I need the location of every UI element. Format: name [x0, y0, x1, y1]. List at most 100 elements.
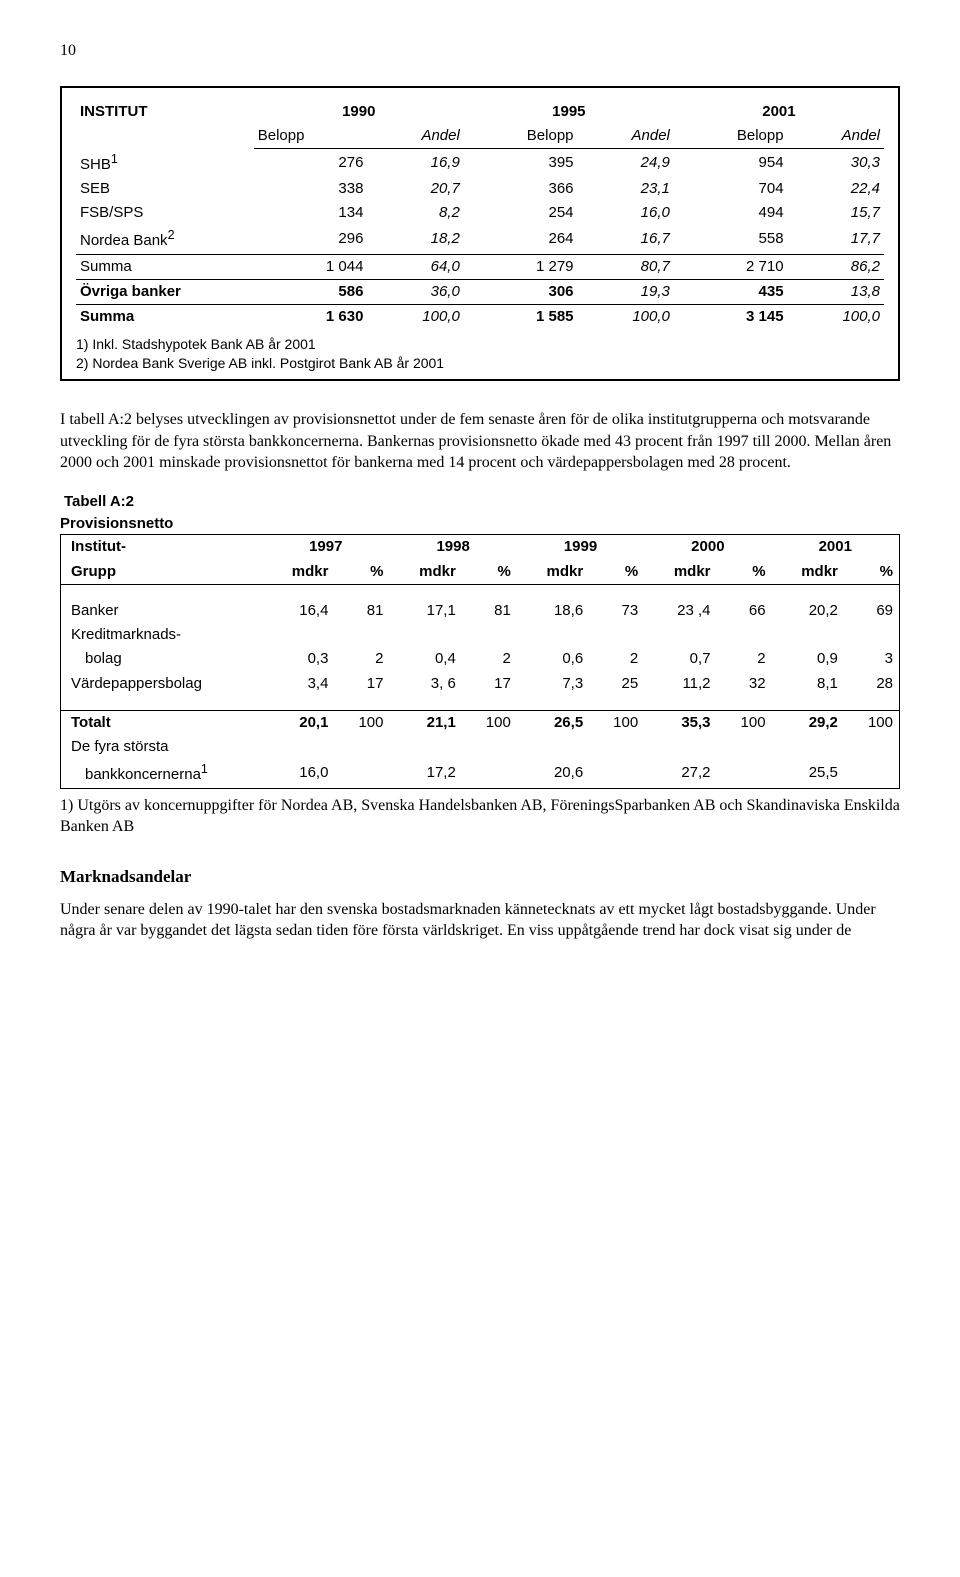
cell: 134	[254, 201, 368, 225]
cell: Nordea Bank	[80, 232, 168, 249]
cell: 26,5	[517, 710, 589, 735]
cell: 100	[334, 710, 389, 735]
table2-subtitle: Provisionsnetto	[60, 514, 900, 534]
cell: 16,9	[367, 149, 463, 177]
cell: 100	[844, 710, 899, 735]
cell: Summa	[76, 254, 254, 279]
cell: 3	[844, 647, 899, 671]
note-line: 1) Inkl. Stadshypotek Bank AB år 2001	[76, 335, 884, 354]
cell: Summa	[76, 305, 254, 330]
pct: %	[334, 560, 389, 585]
cell: 16,0	[578, 201, 674, 225]
t2-year-0: 1997	[262, 535, 389, 559]
table-row: Övriga banker 586 36,0 306 19,3 435 13,8	[76, 279, 884, 304]
cell: 16,7	[578, 225, 674, 254]
table-row: FSB/SPS 134 8,2 254 16,0 494 15,7	[76, 201, 884, 225]
table-1-container: INSTITUT 1990 1995 2001 Belopp Andel Bel…	[60, 86, 900, 382]
cell: 0,3	[262, 647, 334, 671]
cell: 16,4	[262, 599, 334, 623]
cell: Övriga banker	[76, 279, 254, 304]
t2-head-left1: Institut-	[61, 535, 262, 559]
table-row: bolag 0,32 0,42 0,62 0,72 0,93	[61, 647, 899, 671]
cell: 0,4	[389, 647, 461, 671]
pct: %	[844, 560, 899, 585]
cell	[334, 759, 389, 787]
table-row: Värdepappersbolag 3,417 3, 617 7,325 11,…	[61, 672, 899, 696]
table1-sub-2: Belopp	[464, 124, 578, 149]
cell: 17,2	[389, 759, 461, 787]
cell: 395	[464, 149, 578, 177]
sup: 1	[201, 762, 208, 776]
cell: De fyra största	[61, 735, 262, 759]
cell: 64,0	[367, 254, 463, 279]
cell: 100	[589, 710, 644, 735]
table-row: Banker 16,481 17,181 18,673 23 ,466 20,2…	[61, 599, 899, 623]
t2-year-1: 1998	[389, 535, 516, 559]
cell: 704	[674, 177, 788, 201]
cell: 25	[589, 672, 644, 696]
cell: 27,2	[644, 759, 716, 787]
cell: 18,6	[517, 599, 589, 623]
cell: 264	[464, 225, 578, 254]
cell: 8,2	[367, 201, 463, 225]
t2-year-3: 2000	[644, 535, 771, 559]
cell: 366	[464, 177, 578, 201]
cell: 22,4	[788, 177, 884, 201]
table-row: Summa 1 044 64,0 1 279 80,7 2 710 86,2	[76, 254, 884, 279]
unit: mdkr	[517, 560, 589, 585]
table-row: De fyra största	[61, 735, 899, 759]
pct: %	[589, 560, 644, 585]
cell: 0,7	[644, 647, 716, 671]
cell: 586	[254, 279, 368, 304]
table1-year-1: 1995	[464, 100, 674, 124]
cell: 86,2	[788, 254, 884, 279]
unit: mdkr	[644, 560, 716, 585]
cell: 20,1	[262, 710, 334, 735]
cell: 11,2	[644, 672, 716, 696]
sup: 2	[168, 228, 175, 242]
cell: 338	[254, 177, 368, 201]
table1-sub-3: Andel	[578, 124, 674, 149]
cell: 13,8	[788, 279, 884, 304]
cell: 2	[589, 647, 644, 671]
cell: 2 710	[674, 254, 788, 279]
cell	[589, 759, 644, 787]
cell: 100	[462, 710, 517, 735]
cell: 20,6	[517, 759, 589, 787]
cell: 16,0	[262, 759, 334, 787]
cell: 17	[334, 672, 389, 696]
cell: 1 279	[464, 254, 578, 279]
unit: mdkr	[389, 560, 461, 585]
cell: FSB/SPS	[76, 201, 254, 225]
cell: 69	[844, 599, 899, 623]
page-number: 10	[60, 40, 900, 62]
cell: 20,7	[367, 177, 463, 201]
cell: 80,7	[578, 254, 674, 279]
cell: 35,3	[644, 710, 716, 735]
cell: 17	[462, 672, 517, 696]
cell: 17,1	[389, 599, 461, 623]
cell: 30,3	[788, 149, 884, 177]
unit: mdkr	[772, 560, 844, 585]
table2-footnote: 1) Utgörs av koncernuppgifter för Nordea…	[60, 795, 900, 838]
cell: 100,0	[367, 305, 463, 330]
table-row: SHB1 276 16,9 395 24,9 954 30,3	[76, 149, 884, 177]
table1-header-institut: INSTITUT	[76, 100, 254, 149]
cell: 2	[462, 647, 517, 671]
cell: 81	[462, 599, 517, 623]
cell	[717, 759, 772, 787]
table-row: bankkoncernerna1 16,0 17,2 20,6 27,2 25,…	[61, 759, 899, 787]
cell: 306	[464, 279, 578, 304]
unit: mdkr	[262, 560, 334, 585]
cell: Värdepappersbolag	[61, 672, 262, 696]
t2-head-left2: Grupp	[61, 560, 262, 585]
cell: 21,1	[389, 710, 461, 735]
table1-sub-4: Belopp	[674, 124, 788, 149]
note-line: 2) Nordea Bank Sverige AB inkl. Postgiro…	[76, 354, 884, 373]
cell: SEB	[76, 177, 254, 201]
cell: Banker	[61, 599, 262, 623]
pct: %	[717, 560, 772, 585]
cell: 18,2	[367, 225, 463, 254]
cell: 254	[464, 201, 578, 225]
table-row: Summa 1 630 100,0 1 585 100,0 3 145 100,…	[76, 305, 884, 330]
